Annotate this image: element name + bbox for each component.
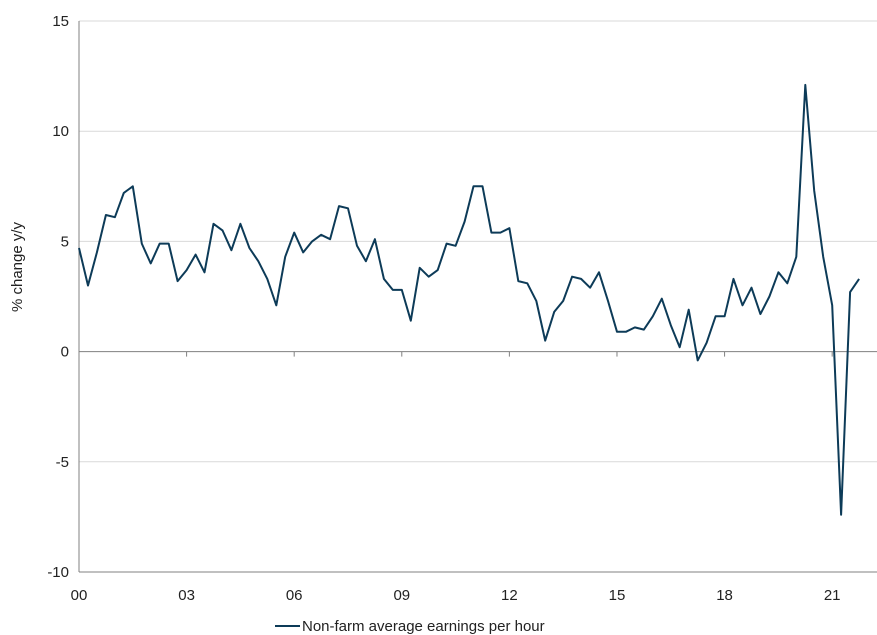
- x-tick-label: 03: [178, 587, 195, 604]
- y-axis-title: % change y/y: [9, 221, 26, 312]
- y-tick-label: -5: [56, 454, 69, 471]
- x-tick-label: 12: [501, 587, 518, 604]
- legend: Non-farm average earnings per hour: [275, 618, 545, 635]
- x-tick-label: 09: [393, 587, 410, 604]
- gridlines: [79, 20, 877, 463]
- x-tick-labels: 00 03 06 09 12 15 18 21: [71, 587, 841, 604]
- y-tick-labels: -10 -5 0 5 10 15: [47, 13, 69, 581]
- x-tick-label: 06: [286, 587, 303, 604]
- x-tick-label: 21: [824, 587, 841, 604]
- series-layer: [78, 83, 860, 516]
- y-tick-label: 0: [61, 344, 69, 361]
- y-tick-label: 10: [52, 123, 69, 140]
- x-tick-label: 00: [71, 587, 88, 604]
- y-tick-label: 5: [61, 233, 69, 250]
- x-tick-label: 18: [716, 587, 733, 604]
- axes: [78, 21, 877, 573]
- x-tick-label: 15: [609, 587, 626, 604]
- y-tick-label: 15: [52, 13, 69, 30]
- y-tick-label: -10: [47, 564, 69, 581]
- series-line: [78, 83, 860, 516]
- legend-label: Non-farm average earnings per hour: [302, 618, 545, 635]
